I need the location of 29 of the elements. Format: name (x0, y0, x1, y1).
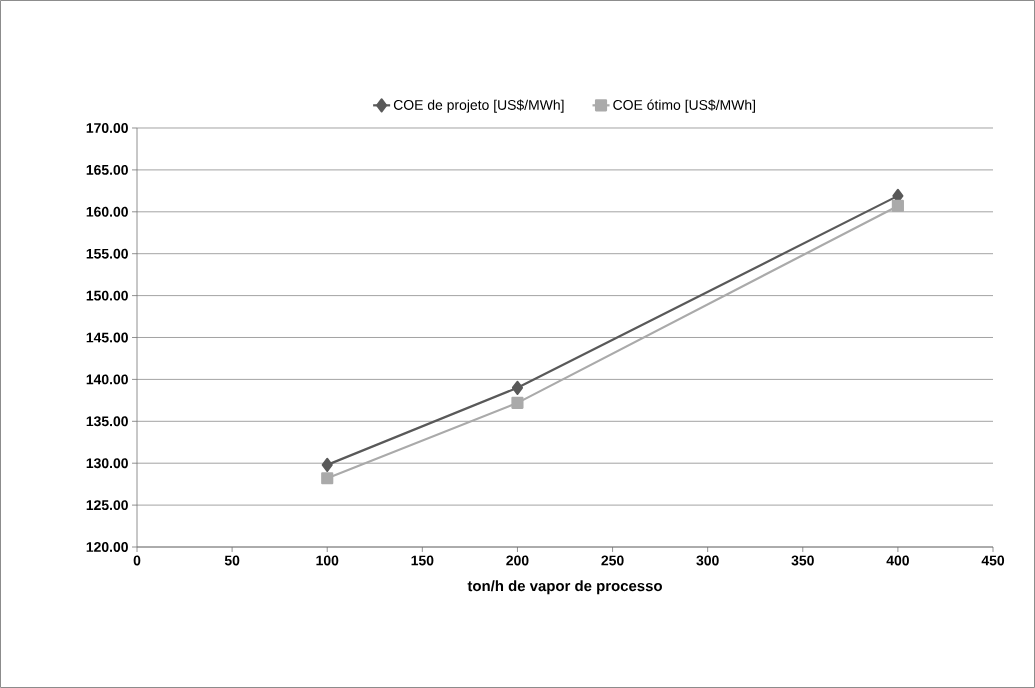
y-tick-label: 135.00 (86, 416, 128, 427)
y-tick-label: 145.00 (86, 332, 128, 343)
x-tick-label: 50 (224, 555, 240, 566)
x-tick-label: 0 (133, 555, 141, 566)
point (511, 380, 524, 395)
x-axis-title: ton/h de vapor de processo (467, 580, 662, 595)
x-tick-label: 300 (696, 555, 719, 566)
x-tick-label: 100 (316, 555, 339, 566)
y-tick-label: 150.00 (86, 290, 128, 301)
x-tick-label: 450 (981, 555, 1005, 566)
y-tick-label: 130.00 (86, 458, 128, 469)
x-tick-label: 150 (411, 555, 434, 566)
point (511, 396, 524, 409)
legend-label: COE ótimo [US$/MWh] (613, 99, 755, 113)
point (321, 457, 333, 472)
y-tick-label: 125.00 (86, 500, 128, 511)
x-tick-label: 200 (506, 555, 529, 566)
legend-label: COE de projeto [US$/MWh] (393, 99, 564, 113)
x-tick-label: 400 (886, 555, 909, 566)
y-tick-label: 140.00 (86, 374, 128, 385)
y-tick-label: 120.00 (86, 542, 128, 552)
y-tick-label: 160.00 (86, 206, 128, 217)
point (891, 199, 904, 213)
y-tick-label: 155.00 (86, 248, 128, 259)
y-tick-label: 170.00 (86, 123, 128, 133)
x-tick-label: 350 (791, 555, 814, 566)
y-tick-label: 165.00 (86, 164, 128, 175)
point (321, 472, 334, 485)
x-tick-label: 250 (601, 555, 624, 566)
